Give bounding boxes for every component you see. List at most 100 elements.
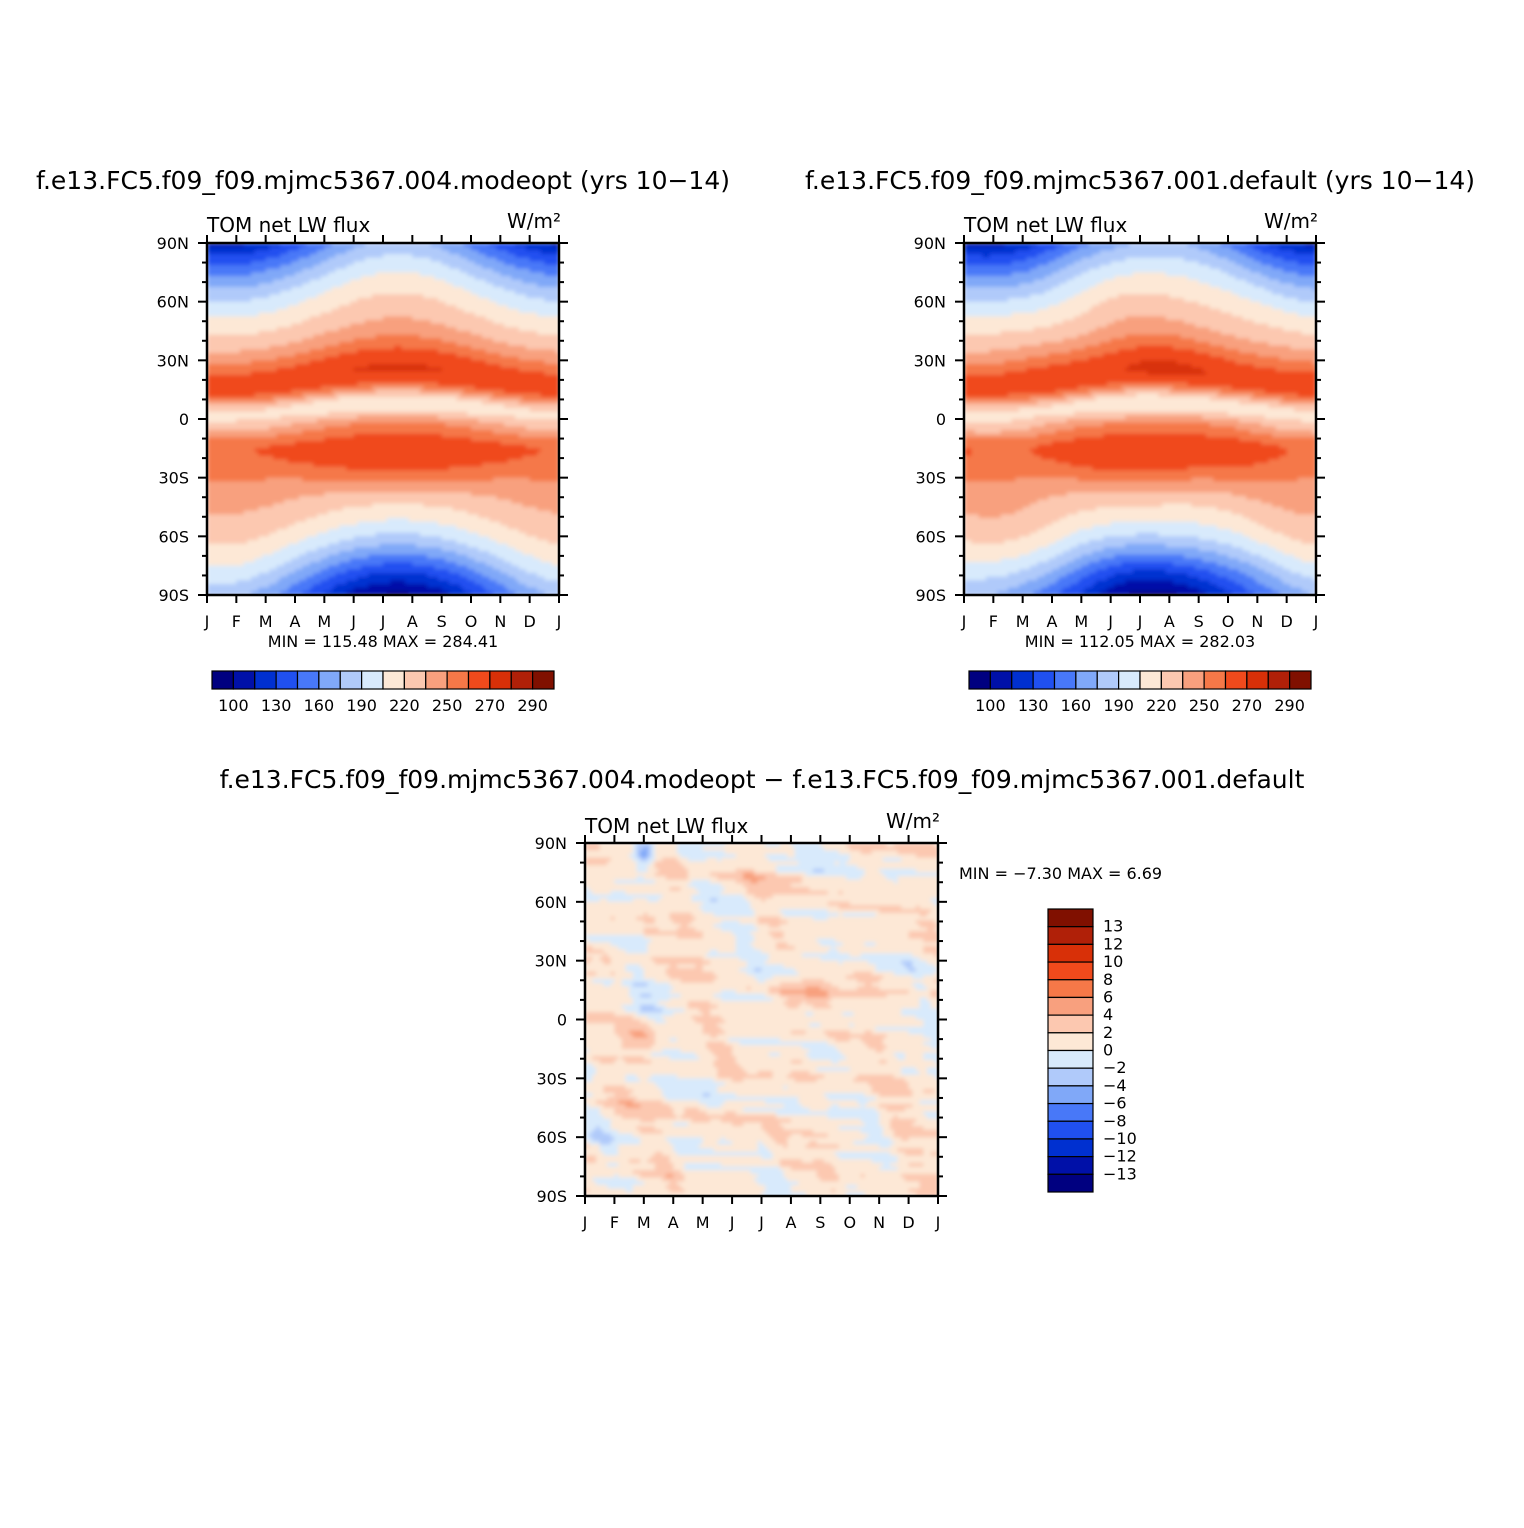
- heat-cell: [419, 290, 424, 295]
- heat-cell: [416, 345, 421, 350]
- heat-cell: [441, 305, 446, 310]
- heat-cell: [533, 404, 538, 409]
- heat-cell: [265, 257, 270, 262]
- heat-cell: [364, 386, 369, 391]
- heat-cell: [452, 397, 457, 402]
- heat-cell: [342, 419, 347, 424]
- heat-cell: [218, 349, 223, 354]
- heat-cell: [555, 360, 559, 365]
- heat-cell: [471, 397, 476, 402]
- heat-cell: [357, 250, 362, 255]
- heat-cell: [320, 327, 325, 332]
- heat-cell: [232, 265, 237, 270]
- heat-cell: [379, 331, 384, 336]
- heat-cell: [467, 268, 472, 273]
- heat-cell: [346, 334, 351, 339]
- heat-cell: [335, 279, 340, 284]
- heat-cell: [221, 294, 226, 299]
- heat-cell: [346, 309, 351, 314]
- heat-cell: [218, 331, 223, 336]
- heat-cell: [496, 430, 501, 435]
- heat-cell: [353, 375, 358, 380]
- heat-cell: [364, 338, 369, 343]
- heat-cell: [416, 290, 421, 295]
- heat-cell: [555, 279, 559, 284]
- heat-cell: [379, 430, 384, 435]
- heat-cell: [225, 283, 230, 288]
- heat-cell: [295, 265, 300, 270]
- heat-cell: [390, 349, 395, 354]
- heat-cell: [243, 422, 248, 427]
- heat-cell: [504, 265, 509, 270]
- heat-cell: [489, 320, 494, 325]
- heat-cell: [504, 411, 509, 416]
- heat-cell: [342, 386, 347, 391]
- heat-cell: [306, 272, 311, 277]
- heat-cell: [353, 419, 358, 424]
- heat-cell: [379, 294, 384, 299]
- heat-cell: [339, 422, 344, 427]
- heat-cell: [342, 367, 347, 372]
- heat-cell: [218, 378, 223, 383]
- heat-cell: [357, 404, 362, 409]
- heat-cell: [412, 261, 417, 266]
- heat-cell: [357, 287, 362, 292]
- heat-cell: [350, 345, 355, 350]
- heat-cell: [291, 360, 296, 365]
- heat-cell: [427, 408, 432, 413]
- heat-cell: [496, 338, 501, 343]
- heat-cell: [493, 294, 498, 299]
- heat-cell: [456, 265, 461, 270]
- heat-cell: [361, 298, 366, 303]
- heat-cell: [489, 298, 494, 303]
- heat-cell: [240, 327, 245, 332]
- heat-cell: [485, 415, 490, 420]
- heat-cell: [357, 419, 362, 424]
- heat-cell: [441, 356, 446, 361]
- heat-cell: [221, 356, 226, 361]
- heat-cell: [346, 397, 351, 402]
- heat-cell: [335, 290, 340, 295]
- heat-cell: [544, 279, 549, 284]
- heat-cell: [324, 268, 329, 273]
- heat-cell: [225, 290, 230, 295]
- heat-cell: [375, 320, 380, 325]
- heat-cell: [515, 338, 520, 343]
- heat-cell: [383, 331, 388, 336]
- heat-cell: [225, 378, 230, 383]
- heat-cell: [416, 272, 421, 277]
- heat-cell: [540, 309, 545, 314]
- heat-cell: [295, 408, 300, 413]
- heat-cell: [460, 265, 465, 270]
- heat-cell: [529, 268, 534, 273]
- heat-cell: [240, 305, 245, 310]
- heat-cell: [394, 298, 399, 303]
- heat-cell: [364, 309, 369, 314]
- heat-cell: [529, 250, 534, 255]
- heat-cell: [507, 364, 512, 369]
- heat-cell: [485, 261, 490, 266]
- heat-cell: [302, 276, 307, 281]
- heat-cell: [375, 279, 380, 284]
- heat-cell: [210, 301, 215, 306]
- heat-cell: [515, 246, 520, 251]
- heat-cell: [412, 294, 417, 299]
- heat-cell: [265, 426, 270, 431]
- heat-cell: [449, 246, 454, 251]
- heat-cell: [232, 411, 237, 416]
- heat-cell: [526, 327, 531, 332]
- heat-cell: [302, 268, 307, 273]
- heat-cell: [243, 261, 248, 266]
- heat-cell: [537, 294, 542, 299]
- heat-cell: [361, 294, 366, 299]
- heat-cell: [405, 272, 410, 277]
- heat-cell: [522, 386, 527, 391]
- heat-cell: [522, 378, 527, 383]
- heat-cell: [276, 309, 281, 314]
- heat-cell: [489, 331, 494, 336]
- heat-cell: [548, 360, 553, 365]
- heat-cell: [401, 338, 406, 343]
- heat-cell: [229, 430, 234, 435]
- heat-cell: [207, 360, 212, 365]
- heat-cell: [284, 389, 289, 394]
